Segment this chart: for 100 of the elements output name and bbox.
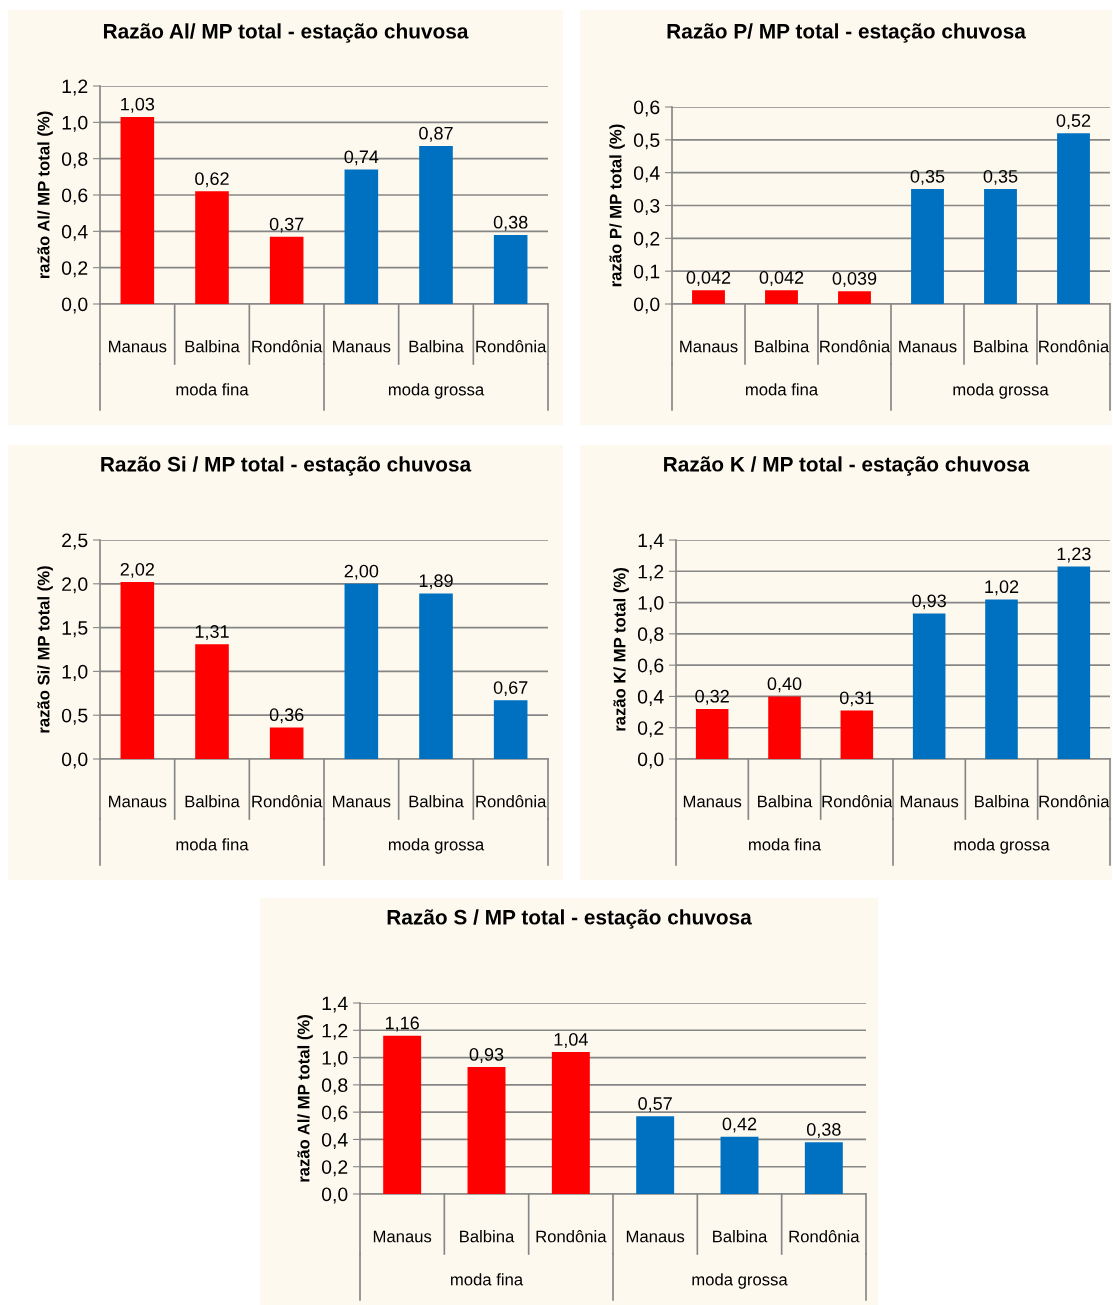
data-label: 1,03 <box>121 97 155 113</box>
bar <box>419 593 453 759</box>
y-tick-label: 0,5 <box>61 708 88 725</box>
data-label: 0,87 <box>419 126 453 142</box>
bar <box>1057 133 1090 304</box>
x-tick-label: Rondônia <box>789 1230 860 1243</box>
x-tick-label: Rondônia <box>1039 795 1110 808</box>
y-tick-label: 1,2 <box>322 1023 348 1040</box>
x-tick-label: Manaus <box>900 795 959 808</box>
x-tick-label: Manaus <box>899 340 957 353</box>
x-tick-label: Manaus <box>683 795 742 808</box>
x-tick-label: Manaus <box>373 1230 432 1243</box>
y-tick-label: 1,0 <box>62 664 88 681</box>
bar <box>692 290 725 304</box>
text: moda fina <box>176 838 249 851</box>
x-tick-label: Manaus <box>109 795 167 808</box>
data-label: 0,042 <box>686 271 731 286</box>
x-tick-label: Balbina <box>185 340 240 353</box>
chart-title: Razão K / MP total - estação chuvosa <box>664 456 1030 476</box>
bar <box>467 1067 506 1194</box>
y-tick-label: 0,2 <box>637 721 664 738</box>
text: moda grossa <box>954 838 1050 854</box>
y-axis-title: razão Si/ MP total (%) <box>37 566 53 733</box>
x-tick-label: Rondônia <box>820 340 891 353</box>
y-tick-label: 0,2 <box>321 1160 348 1177</box>
chart-title: Razão P/ MP total - estação chuvosa <box>667 23 1026 43</box>
x-tick-label: Rondônia <box>252 795 323 808</box>
data-label: 1,31 <box>195 625 229 641</box>
y-tick-label: 2,5 <box>62 533 88 550</box>
data-label: 0,35 <box>910 169 945 185</box>
y-tick-label: 0,3 <box>633 198 660 216</box>
y-axis-title: razão P/ MP total (%) <box>609 124 625 287</box>
y-tick-label: 0,0 <box>61 752 88 769</box>
bar <box>840 710 874 759</box>
bar <box>344 583 379 759</box>
y-tick-label: 0,8 <box>637 627 664 644</box>
bar <box>269 236 304 304</box>
y-tick-label: 0,8 <box>321 1078 348 1095</box>
text: moda fina <box>749 838 822 851</box>
bar <box>551 1052 590 1194</box>
data-label: 0,039 <box>832 272 877 287</box>
data-label: 0,62 <box>195 172 229 188</box>
bar <box>344 169 379 304</box>
y-tick-label: 1,5 <box>62 621 88 638</box>
x-tick-label: Manaus <box>333 340 391 353</box>
x-tick-label: Balbina <box>713 1230 768 1243</box>
text: moda fina <box>746 383 819 396</box>
data-label: 0,93 <box>469 1047 504 1063</box>
bar <box>912 613 946 759</box>
y-tick-label: 0,0 <box>61 297 88 314</box>
y-tick-label: 1,0 <box>62 115 88 132</box>
y-tick-label: 0,4 <box>321 1132 348 1149</box>
data-label: 0,36 <box>269 708 304 724</box>
x-tick-label: Balbina <box>409 340 464 353</box>
y-tick-label: 1,0 <box>638 596 664 613</box>
x-tick-label: Rondônia <box>252 340 323 353</box>
bar <box>269 727 304 759</box>
y-tick-label: 0,6 <box>633 100 660 117</box>
x-tick-label: Manaus <box>109 340 167 353</box>
x-tick-label: Balbina <box>409 795 464 808</box>
y-tick-label: 0,6 <box>637 658 664 675</box>
bar <box>419 145 453 304</box>
text: moda grossa <box>388 383 485 399</box>
data-label: 0,67 <box>493 681 528 697</box>
bar <box>768 696 801 759</box>
text: moda grossa <box>953 383 1049 399</box>
bar <box>195 644 229 759</box>
x-tick-label: Balbina <box>755 340 810 353</box>
data-label: 1,23 <box>1057 547 1091 563</box>
y-tick-label: 0,1 <box>633 264 660 281</box>
data-label: 0,042 <box>759 271 804 286</box>
data-label: 1,02 <box>985 580 1019 596</box>
y-tick-label: 0,4 <box>633 166 660 183</box>
x-tick-label: Balbina <box>758 795 813 808</box>
data-label: 0,57 <box>638 1097 672 1113</box>
bar <box>636 1116 675 1194</box>
x-tick-label: Manaus <box>333 795 391 808</box>
bar <box>984 189 1017 304</box>
y-tick-label: 1,0 <box>322 1051 348 1068</box>
data-label: 0,38 <box>806 1123 841 1138</box>
data-label: 0,42 <box>722 1117 757 1133</box>
y-tick-label: 0,5 <box>633 133 660 150</box>
y-tick-label: 0,0 <box>637 752 664 769</box>
y-tick-label: 0,8 <box>61 152 88 169</box>
text: moda grossa <box>692 1273 788 1289</box>
data-label: 0,93 <box>912 594 946 610</box>
x-tick-label: Manaus <box>626 1230 685 1243</box>
bar <box>120 116 155 304</box>
data-label: 0,38 <box>493 215 528 231</box>
text: moda grossa <box>388 838 485 854</box>
y-tick-label: 1,4 <box>322 996 348 1013</box>
y-axis-title: razão K/ MP total (%) <box>613 568 629 731</box>
bar <box>985 599 1018 759</box>
data-label: 1,16 <box>385 1016 419 1032</box>
bar <box>195 191 229 304</box>
y-tick-label: 0,0 <box>633 297 660 314</box>
x-tick-label: Balbina <box>185 795 240 808</box>
chart-title: Razão Al/ MP total - estação chuvosa <box>103 23 469 43</box>
data-label: 0,32 <box>695 689 729 705</box>
data-label: 0,35 <box>983 169 1018 185</box>
